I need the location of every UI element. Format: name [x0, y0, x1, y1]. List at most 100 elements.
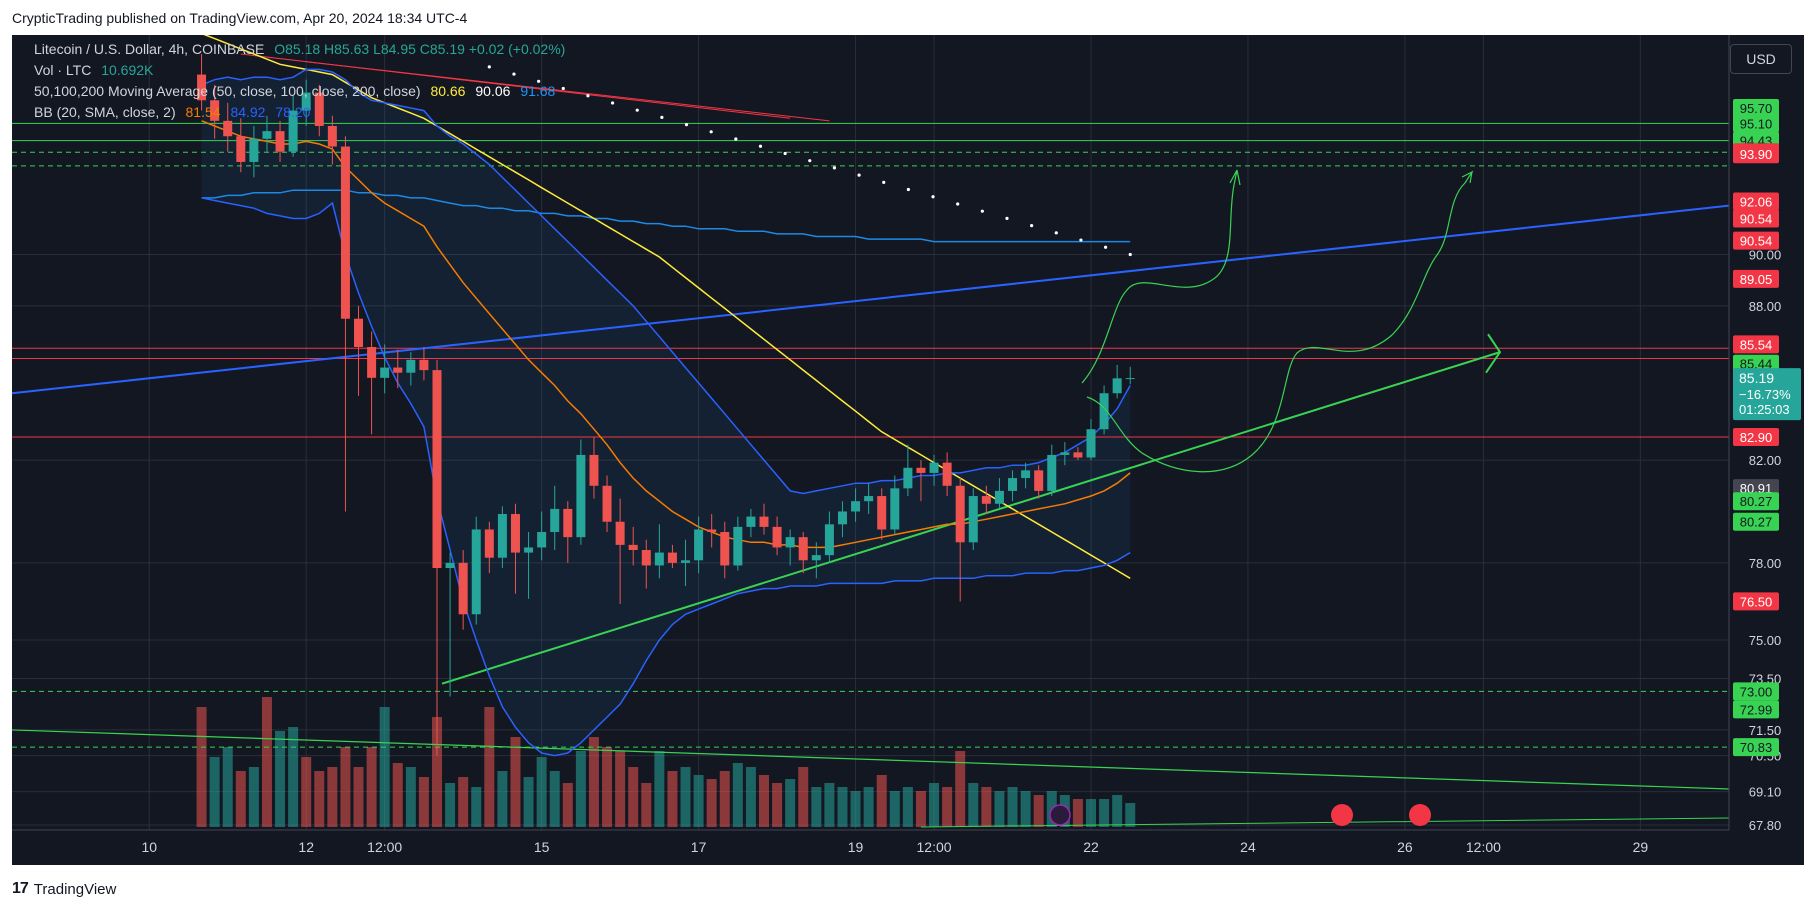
volume-bar	[889, 791, 900, 827]
currency-button[interactable]: USD	[1730, 44, 1792, 74]
projection-dot	[857, 173, 861, 177]
price-tag-bg	[1733, 231, 1779, 250]
candle-body	[890, 488, 900, 530]
time-axis-bg	[12, 830, 1804, 865]
dotted-projection	[487, 65, 1132, 257]
current-price-change: −16.73%	[1739, 387, 1791, 402]
price-tag-bg	[1733, 682, 1779, 701]
legend-bb-label[interactable]: BB (20, SMA, close, 2)	[34, 104, 176, 120]
candle-body	[864, 496, 874, 502]
current-price-countdown: 01:25:03	[1739, 402, 1790, 417]
legend-volume-value: 10.692K	[101, 62, 154, 78]
candle-body	[458, 562, 468, 615]
price-axis: 90.0088.0082.0078.0075.0073.5071.5070.50…	[1728, 35, 1804, 865]
footer-brand[interactable]: TradingView	[33, 880, 117, 898]
legend-volume-row[interactable]: Vol · LTC 10.692K	[34, 62, 153, 78]
volume-bar	[497, 771, 508, 827]
price-tick-label: 67.80	[1749, 818, 1782, 833]
projection-dot	[808, 159, 812, 163]
price-tag-bg	[1733, 700, 1779, 719]
volume-bar	[811, 787, 822, 827]
projection-dot	[635, 108, 639, 112]
volume-bar	[340, 747, 351, 827]
projection-dot	[1128, 252, 1132, 257]
volume-bar	[196, 707, 207, 827]
legend-volume-label[interactable]: Vol · LTC	[34, 62, 92, 78]
volume-bar	[680, 767, 691, 827]
candle-body	[681, 560, 691, 563]
price-tag-label: 85.54	[1740, 337, 1773, 352]
price-tag-label: 92.06	[1740, 195, 1773, 210]
price-tag-bg	[1733, 738, 1779, 757]
price-tick-label: 75.00	[1749, 633, 1782, 648]
price-tag-bg	[1733, 427, 1779, 446]
volume-bar	[745, 767, 756, 827]
candle-body	[733, 526, 743, 566]
projection-dot	[1005, 216, 1009, 220]
volume-bar	[1020, 791, 1031, 827]
candle-body	[589, 454, 599, 486]
volume-bar	[575, 751, 586, 827]
volume-bars	[196, 697, 1136, 827]
legend-ma-label[interactable]: 50,100,200 Moving Average (50, close, 10…	[34, 83, 421, 99]
green-lower-line	[12, 729, 1730, 790]
projection-dot	[610, 101, 615, 105]
volume-bar	[549, 771, 560, 827]
volume-bar	[981, 787, 992, 827]
volume-bar	[772, 783, 783, 827]
projection-dot	[734, 137, 738, 141]
volume-bar	[1099, 799, 1110, 827]
time-tick-label: 15	[534, 839, 550, 855]
volume-bar	[942, 787, 953, 827]
price-axis-bg	[1729, 35, 1804, 865]
volume-bar	[968, 783, 979, 827]
candle-body	[1112, 378, 1122, 394]
candle-body	[1008, 478, 1018, 491]
projection-dot	[1103, 245, 1108, 249]
time-tick-label: 29	[1633, 839, 1649, 855]
price-tag-label: 80.27	[1740, 515, 1773, 530]
projection-dot	[561, 86, 565, 91]
chart-frame[interactable]: 90.0088.0082.0078.0075.0073.5071.5070.50…	[12, 35, 1804, 865]
candle-body	[981, 496, 991, 504]
volume-bar	[732, 763, 743, 827]
grid	[12, 35, 1729, 830]
legend-symbol[interactable]: Litecoin / U.S. Dollar, 4h, COINBASE	[34, 41, 265, 57]
candle-body	[903, 467, 913, 489]
candle-body	[471, 529, 481, 615]
candle-body	[1047, 454, 1057, 491]
price-tag-label: 95.10	[1740, 116, 1773, 131]
candle-body	[994, 490, 1004, 504]
candle-body	[759, 516, 769, 527]
candle-body	[340, 146, 350, 319]
volume-bar	[562, 783, 573, 827]
volume-bar	[588, 737, 599, 827]
us-flag-event-icon	[1409, 804, 1431, 826]
price-tick-label: 78.00	[1749, 556, 1782, 571]
legend-symbol-row[interactable]: Litecoin / U.S. Dollar, 4h, COINBASE O85…	[34, 41, 565, 57]
projection-dot	[832, 166, 837, 170]
green-volume-line	[920, 817, 1730, 828]
price-tag-label: 85.44	[1740, 357, 1773, 372]
candle-body	[942, 462, 952, 486]
legend-ma50-value: 80.66	[430, 83, 466, 99]
candle-body	[602, 485, 612, 522]
candle-body	[628, 544, 638, 551]
price-tag-bg	[1733, 114, 1779, 133]
legend-bb-row[interactable]: BB (20, SMA, close, 2) 81.54 84.92 78.20	[34, 104, 310, 120]
candle-body	[288, 110, 298, 152]
price-chart[interactable]: 90.0088.0082.0078.0075.0073.5071.5070.50…	[12, 35, 1804, 865]
projection-dot	[586, 94, 590, 98]
legend-ma-row[interactable]: 50,100,200 Moving Average (50, close, 10…	[34, 83, 555, 99]
price-tick-label: 71.50	[1749, 723, 1782, 738]
tradingview-logo-icon: 17	[12, 880, 29, 897]
candle-body	[851, 501, 861, 512]
candle-body	[236, 136, 246, 162]
time-tick-label: 22	[1083, 839, 1099, 855]
candle-body	[785, 537, 795, 548]
volume-bar	[301, 757, 312, 827]
volume-bar	[261, 697, 272, 827]
volume-bar	[785, 779, 796, 827]
volume-bar	[602, 747, 613, 827]
candle-body	[524, 547, 534, 553]
